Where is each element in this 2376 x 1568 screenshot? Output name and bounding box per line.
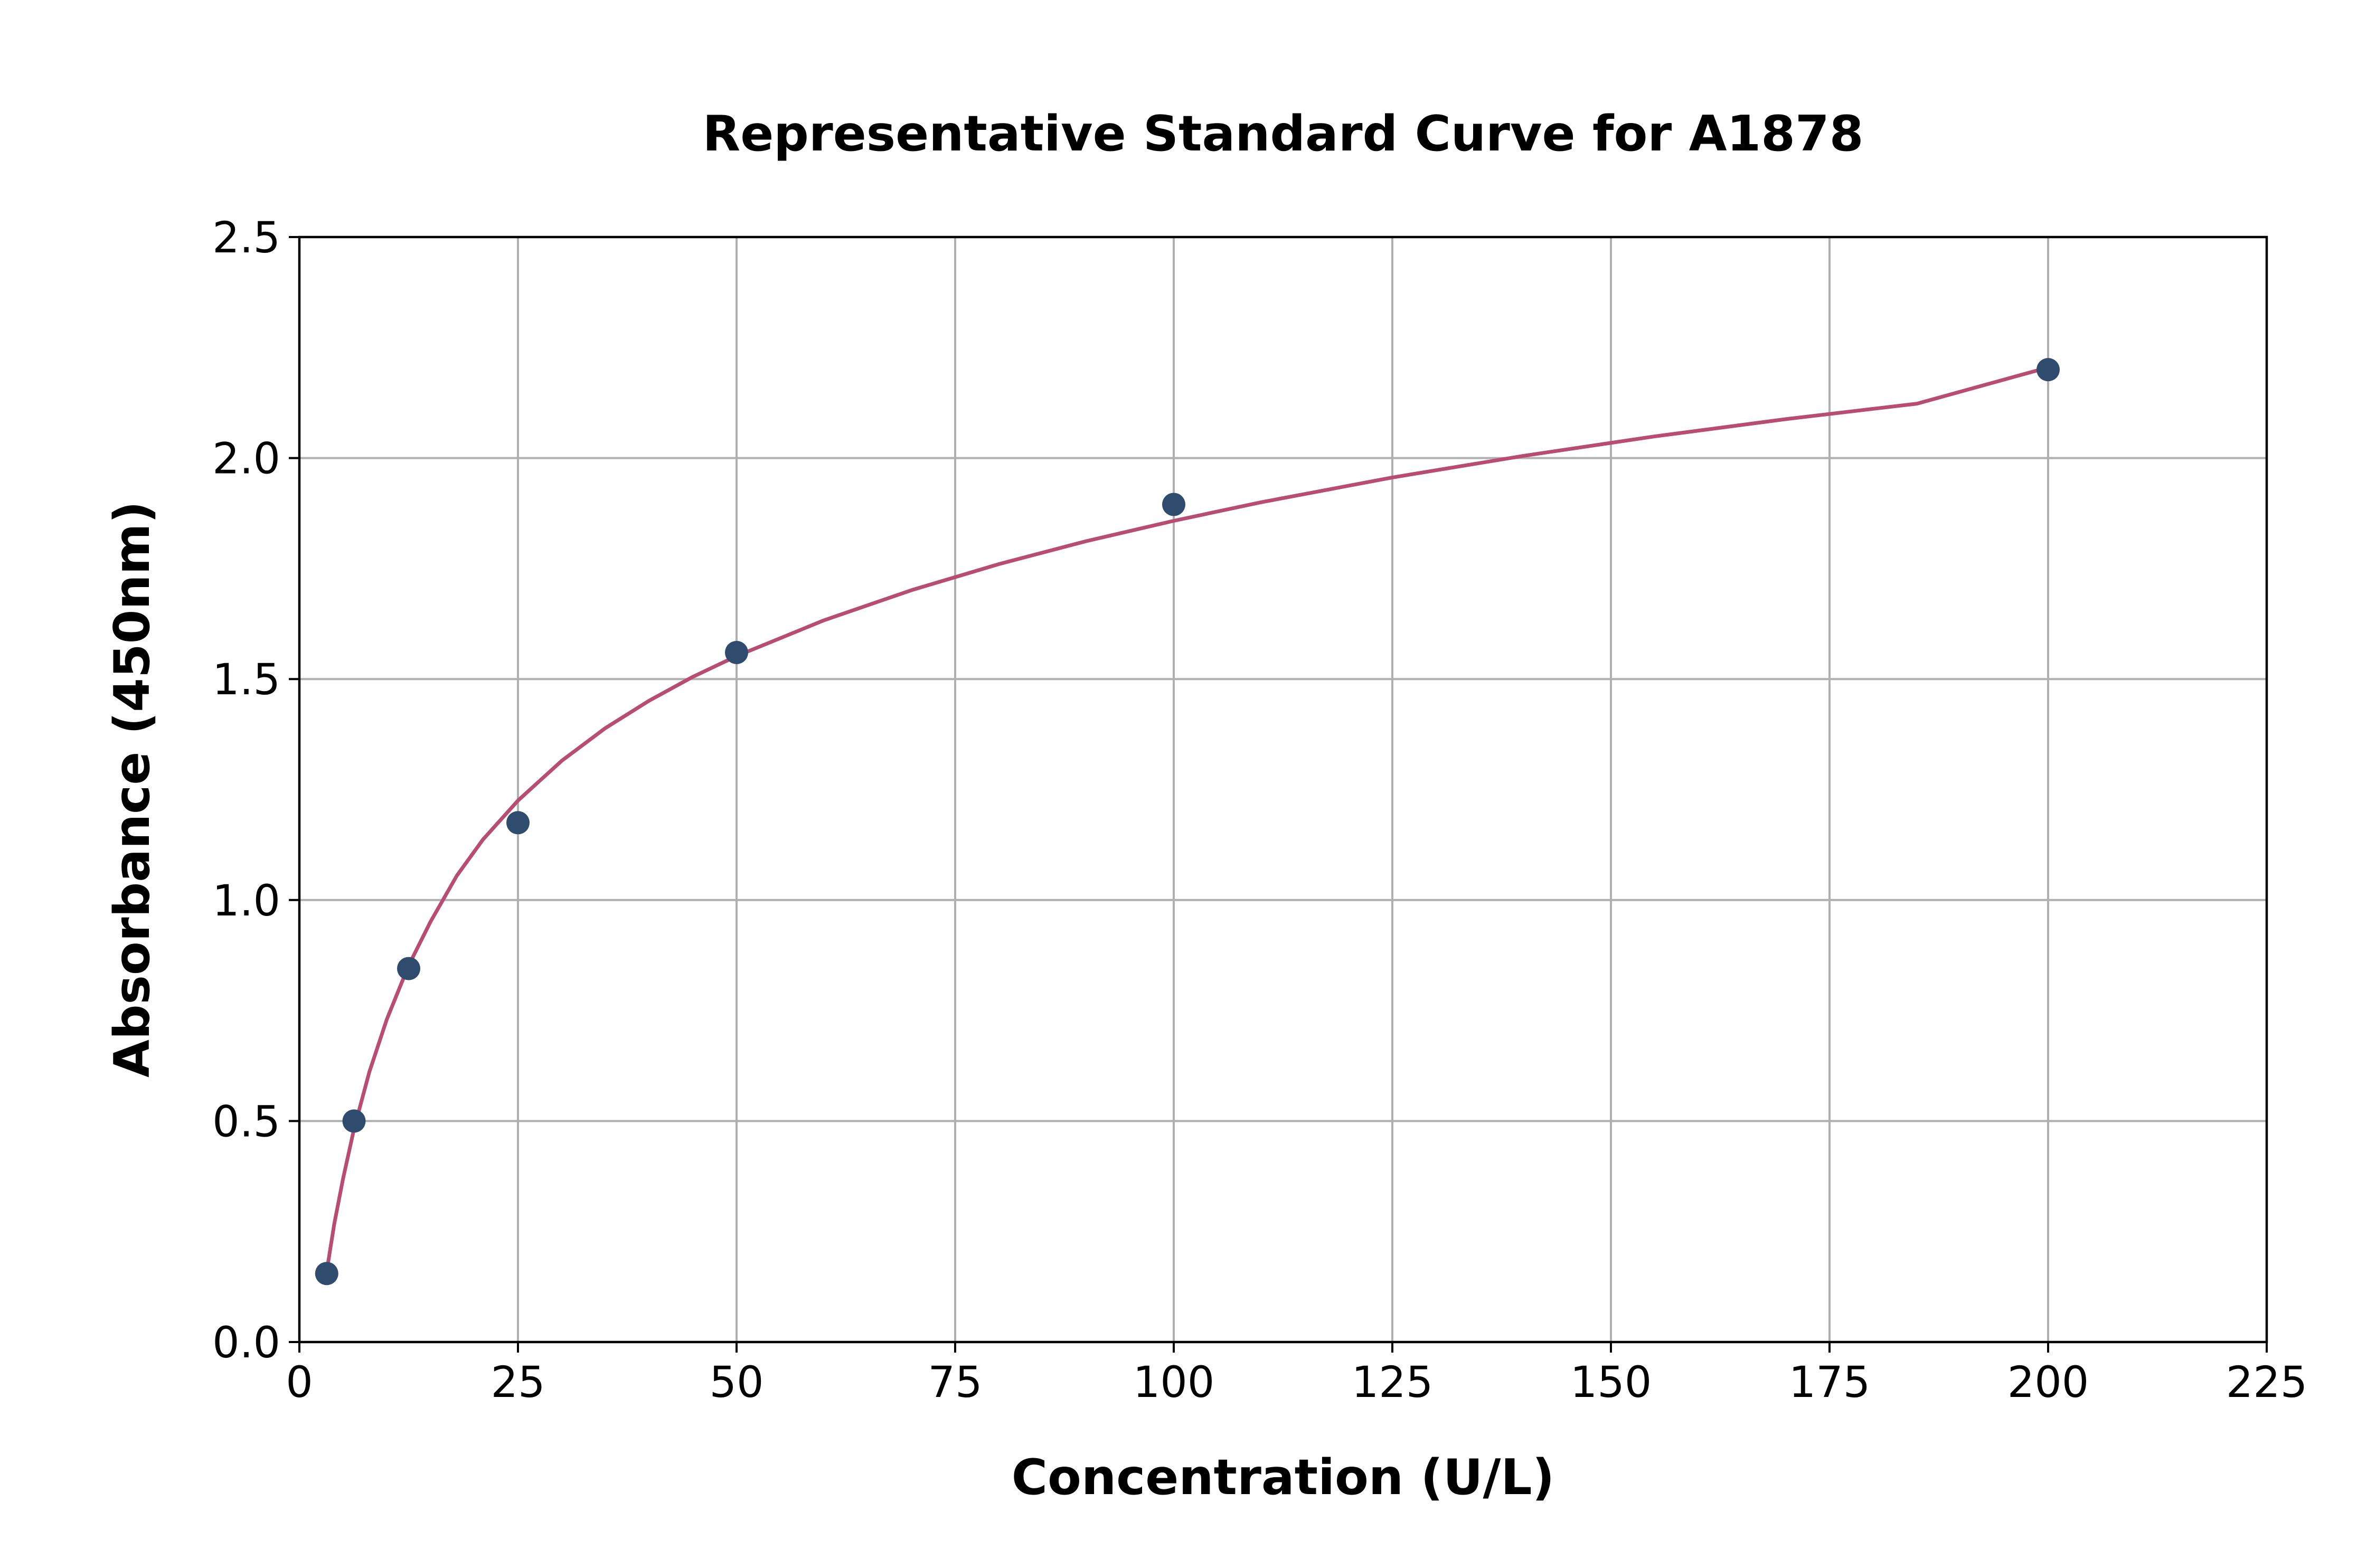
chart-title: Representative Standard Curve for A1878 [703, 105, 1864, 162]
data-point [1162, 493, 1185, 516]
x-tick-label: 50 [709, 1358, 763, 1408]
y-axis-label: Absorbance (450nm) [103, 501, 161, 1078]
x-tick-label: 0 [286, 1358, 313, 1408]
data-point [342, 1109, 366, 1133]
fit-curve-line [325, 365, 2050, 1273]
y-tick-label: 1.0 [212, 876, 280, 926]
data-point [315, 1262, 338, 1286]
data-point [506, 811, 530, 835]
data-point [2036, 358, 2060, 382]
y-axis-ticks: 0.0 0.5 1.0 1.5 2.0 2.5 [212, 213, 299, 1368]
y-tick-label: 0.0 [212, 1318, 280, 1368]
fit-curve-layer [325, 365, 2050, 1273]
data-point [397, 957, 420, 980]
y-tick-label: 2.0 [212, 434, 280, 484]
x-tick-label: 125 [1352, 1358, 1434, 1408]
x-tick-label: 150 [1570, 1358, 1652, 1408]
x-axis-ticks: 0 25 50 75 100 125 150 175 200 225 [286, 1342, 2307, 1408]
x-axis-label: Concentration (U/L) [1012, 1449, 1554, 1506]
plot-area-frame [298, 235, 2268, 1344]
y-tick-label: 0.5 [212, 1097, 280, 1147]
data-point [725, 640, 748, 664]
y-tick-label: 1.5 [212, 655, 280, 705]
x-tick-label: 225 [2226, 1358, 2308, 1408]
x-tick-label: 25 [491, 1358, 545, 1408]
x-tick-label: 175 [1789, 1358, 1871, 1408]
x-tick-label: 200 [2007, 1358, 2089, 1408]
x-tick-label: 100 [1133, 1358, 1215, 1408]
data-points-layer [315, 358, 2060, 1286]
x-tick-label: 75 [928, 1358, 982, 1408]
y-tick-label: 2.5 [212, 213, 280, 263]
